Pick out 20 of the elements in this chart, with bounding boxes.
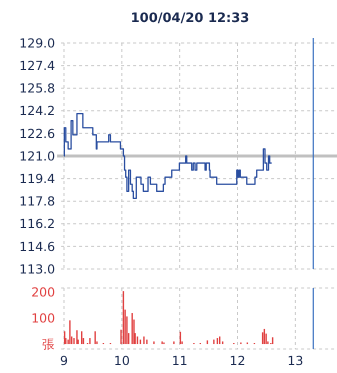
y-tick-label: 116.2 [19, 216, 56, 232]
y-tick-label: 122.6 [19, 126, 56, 141]
x-tick-label: 11 [172, 353, 188, 368]
y-tick-label: 117.8 [19, 194, 56, 209]
x-tick-label: 10 [114, 353, 130, 368]
chart-title: 100/04/20 12:33 [130, 11, 250, 26]
y-tick-label: 121.0 [19, 148, 56, 164]
y-tick-label: 張 [42, 336, 56, 352]
y-tick-label: 114.6 [19, 238, 56, 254]
x-tick-label: 13 [287, 353, 304, 368]
y-tick-label: 127.4 [19, 58, 56, 73]
y-tick-label: 119.4 [19, 170, 56, 186]
y-tick-label: 124.2 [19, 103, 56, 118]
y-tick-label: 200 [31, 284, 56, 300]
y-tick-label: 129.0 [19, 35, 56, 50]
x-tick-label: 9 [60, 353, 68, 368]
x-tick-label: 12 [230, 353, 246, 368]
y-tick-label: 125.8 [19, 80, 56, 96]
y-tick-label: 100 [31, 310, 56, 326]
y-tick-label: 113.0 [19, 261, 56, 276]
